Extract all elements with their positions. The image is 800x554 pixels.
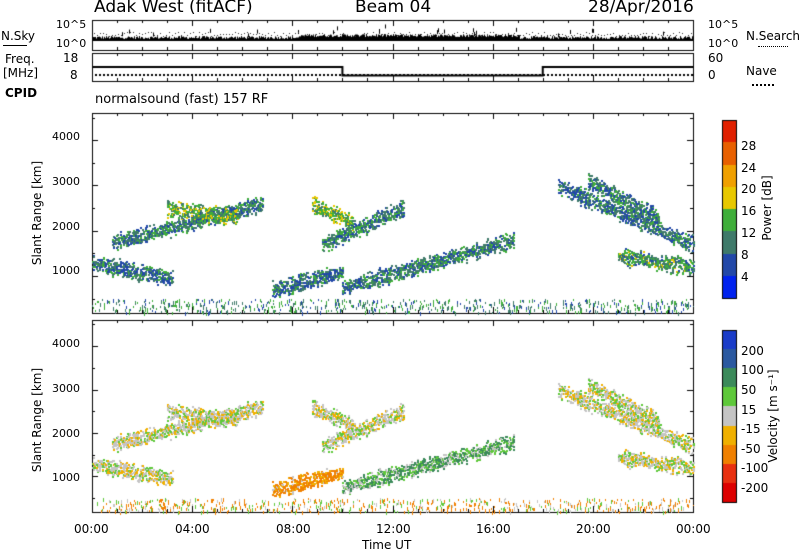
cpid-program-text: normalsound (fast) 157 RF <box>95 92 269 107</box>
nave-label: Nave <box>746 64 777 78</box>
power-cbar-tick-16: 16 <box>741 204 757 218</box>
x-tick-0400: 04:00 <box>175 522 210 536</box>
nsky-legend-line <box>3 45 27 46</box>
freq-tick-left-bottom: 8 <box>70 68 78 82</box>
x-tick-2000: 20:00 <box>576 522 611 536</box>
velocity-cbar-tick-m15: -15 <box>741 422 761 436</box>
velocity-cbar-tick-m100: -100 <box>741 461 769 475</box>
power-cbar-label: Power [dB] <box>760 175 774 241</box>
power-y-tick-2000: 2000 <box>52 220 80 233</box>
nave-legend-line <box>752 84 774 86</box>
x-tick-1600: 16:00 <box>476 522 511 536</box>
nsearch-label: N.Search <box>746 29 800 43</box>
nsky-label: N.Sky <box>1 29 36 43</box>
nsky-tick-right-bottom: 10^0 <box>708 37 739 50</box>
velocity-cbar-tick-m50: -50 <box>741 442 761 456</box>
freq-tick-right-top: 60 <box>708 51 724 65</box>
power-cbar-tick-24: 24 <box>741 161 757 175</box>
station-title: Adak West (fitACF) <box>94 0 253 17</box>
power-cbar-tick-12: 12 <box>741 226 757 240</box>
freq-unit-label: [MHz] <box>3 66 39 80</box>
nsky-tick-left-bottom: 10^0 <box>56 37 87 50</box>
velocity-cbar-tick-m200: -200 <box>741 481 769 495</box>
velocity-y-tick-4000: 4000 <box>52 337 80 350</box>
freq-label: Freq. <box>5 52 35 66</box>
nsky-tick-left-top: 10^5 <box>56 18 87 31</box>
velocity-y-axis-label: Slant Range [km] <box>30 367 44 473</box>
velocity-cbar-tick-15: 15 <box>741 403 757 417</box>
power-cbar-tick-4: 4 <box>741 270 749 284</box>
power-cbar-tick-28: 28 <box>741 139 757 153</box>
x-axis-label: Time UT <box>362 538 412 552</box>
x-tick-0000-start: 00:00 <box>74 522 109 536</box>
power-cbar-tick-20: 20 <box>741 182 757 196</box>
power-y-axis-label: Slant Range [km] <box>30 160 44 266</box>
x-tick-0000-end: 00:00 <box>676 522 711 536</box>
velocity-cbar-tick-50: 50 <box>741 383 757 397</box>
velocity-y-tick-1000: 1000 <box>52 471 80 484</box>
nsky-tick-right-top: 10^5 <box>708 18 739 31</box>
nsearch-legend-line <box>758 46 788 47</box>
freq-tick-left-top: 18 <box>63 51 79 65</box>
velocity-y-tick-2000: 2000 <box>52 427 80 440</box>
x-tick-0800: 08:00 <box>276 522 311 536</box>
power-y-tick-3000: 3000 <box>52 175 80 188</box>
x-tick-1200: 12:00 <box>376 522 411 536</box>
cpid-label: CPID <box>5 86 38 100</box>
velocity-y-tick-3000: 3000 <box>52 382 80 395</box>
freq-tick-right-bottom: 0 <box>708 68 716 82</box>
power-y-tick-4000: 4000 <box>52 130 80 143</box>
velocity-cbar-tick-100: 100 <box>741 363 764 377</box>
date-title: 28/Apr/2016 <box>588 0 694 17</box>
velocity-cbar-label: Velocity [m s⁻¹] <box>766 369 780 463</box>
velocity-cbar-tick-200: 200 <box>741 344 764 358</box>
power-cbar-tick-8: 8 <box>741 248 749 262</box>
power-y-tick-1000: 1000 <box>52 264 80 277</box>
beam-title: Beam 04 <box>355 0 432 17</box>
